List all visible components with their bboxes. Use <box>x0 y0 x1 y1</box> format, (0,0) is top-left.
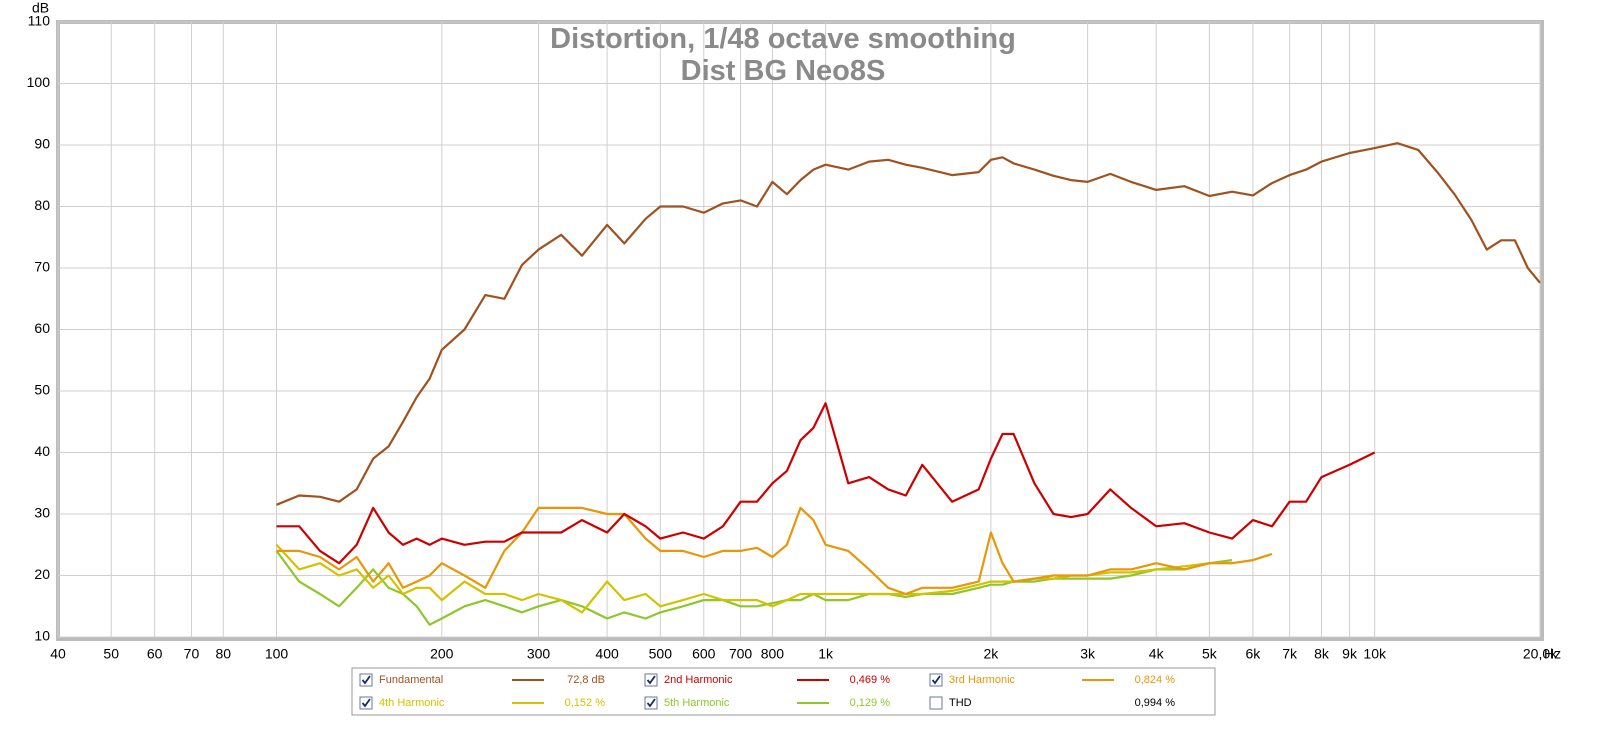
chart-title: Distortion, 1/48 octave smoothing <box>550 23 1016 55</box>
x-tick-label: 3k <box>1080 646 1096 662</box>
x-tick-label: 400 <box>595 646 619 662</box>
legend-checkmark <box>931 675 941 685</box>
legend-checkbox <box>929 696 943 710</box>
legend-readout: 0,469 % <box>850 674 891 686</box>
legend-box <box>351 667 1216 716</box>
x-tick-label: 20,0k <box>1523 646 1558 662</box>
y-tick-label: 20 <box>34 566 50 582</box>
series-line <box>276 402 1376 565</box>
series-line <box>275 550 1233 626</box>
legend-label: 4th Harmonic <box>379 697 445 709</box>
plot-frame <box>56 20 1544 641</box>
x-tick-label: 800 <box>761 646 785 662</box>
y-tick-label: 50 <box>34 382 50 398</box>
x-tick-label: 500 <box>649 646 673 662</box>
legend-readout: 0,824 % <box>1135 674 1176 686</box>
legend-readout: 72,8 dB <box>567 674 605 686</box>
legend-readout: 0,129 % <box>850 697 891 709</box>
y-tick-label: 30 <box>34 505 50 521</box>
x-tick-label: 6k <box>1245 646 1261 662</box>
x-tick-label: 700 <box>729 646 753 662</box>
legend-checkbox <box>929 673 943 687</box>
legend-checkmark <box>646 698 656 708</box>
legend-checkbox <box>359 696 373 710</box>
axes: 10 20 30 40 50 60 70 80 90 100 110 40 50 60 70 80 100 200… <box>27 13 1558 662</box>
x-tick-label: 40 <box>50 646 66 662</box>
x-tick-label: 5k <box>1202 646 1218 662</box>
legend-label: 5th Harmonic <box>664 697 730 709</box>
legend-checkmark <box>361 675 371 685</box>
series-line <box>276 506 1273 596</box>
legend-checkmark <box>361 698 371 708</box>
y-tick-label: 80 <box>34 197 50 213</box>
grid <box>57 21 1541 638</box>
x-tick-label: 50 <box>103 646 119 662</box>
x-tick-label: 70 <box>184 646 200 662</box>
legend-label: 2nd Harmonic <box>664 674 733 686</box>
x-tick-label: 1k <box>818 646 834 662</box>
x-tick-label: 80 <box>216 646 232 662</box>
x-tick-label: 8k <box>1314 646 1330 662</box>
legend-checkbox <box>359 673 373 687</box>
y-tick-label: 10 <box>34 628 50 644</box>
legend: Fundamental 72,8 dB 2nd Harmonic 0,469 % 3rd… <box>359 673 1176 710</box>
y-axis-label: dB <box>32 0 49 16</box>
y-tick-label: 110 <box>28 13 51 29</box>
lines <box>275 142 1541 626</box>
x-tick-label: 4k <box>1149 646 1165 662</box>
legend-checkbox <box>644 673 658 687</box>
series-line <box>276 142 1541 506</box>
legend-checkbox <box>644 696 658 710</box>
x-tick-label: 200 <box>430 646 454 662</box>
y-tick-label: 70 <box>34 259 50 275</box>
legend-readout: 0,152 % <box>565 697 606 709</box>
x-tick-label: 300 <box>527 646 551 662</box>
x-axis-label: Hz <box>1544 646 1561 662</box>
x-tick-label: 600 <box>692 646 716 662</box>
x-tick-label: 2k <box>984 646 1000 662</box>
x-tick-label: 9k <box>1342 646 1358 662</box>
legend-readout: 0,994 % <box>1135 697 1176 709</box>
legend-label: THD <box>949 697 972 709</box>
legend-label: Fundamental <box>379 674 443 686</box>
y-tick-label: 40 <box>34 443 50 459</box>
legend-label: 3rd Harmonic <box>949 674 1016 686</box>
x-tick-label: 60 <box>147 646 163 662</box>
x-tick-label: 10k <box>1363 646 1387 662</box>
y-tick-label: 100 <box>27 74 51 90</box>
chart-subtitle: Dist BG Neo8S <box>681 55 886 87</box>
x-tick-label: 100 <box>265 646 289 662</box>
y-tick-label: 90 <box>34 136 50 152</box>
series-line <box>275 544 1233 614</box>
y-tick-label: 60 <box>34 320 50 336</box>
x-tick-label: 7k <box>1282 646 1298 662</box>
legend-checkmark <box>646 675 656 685</box>
